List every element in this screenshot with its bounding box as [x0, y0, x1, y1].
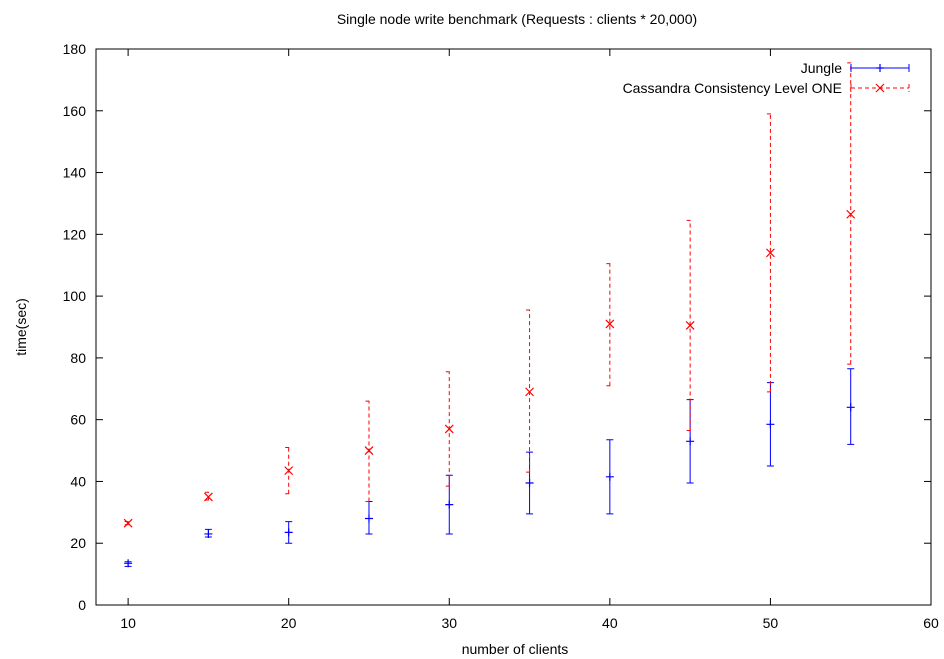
- legend-label: Jungle: [801, 60, 842, 76]
- data-point: [124, 559, 133, 568]
- plot-area-frame: [95, 48, 932, 606]
- chart-title: Single node write benchmark (Requests : …: [337, 11, 697, 27]
- data-point: [123, 518, 133, 528]
- data-point: [445, 500, 454, 509]
- series-1: [123, 62, 856, 528]
- data-point: [605, 319, 615, 329]
- data-point: [846, 403, 855, 412]
- data-point: [203, 492, 213, 502]
- data-point: [525, 387, 534, 397]
- y-tick-label: 20: [70, 535, 86, 551]
- data-point: [364, 446, 374, 455]
- y-tick-label: 180: [63, 41, 87, 57]
- data-point: [685, 321, 695, 330]
- data-point: [766, 420, 775, 429]
- legend-sample-marker: [876, 64, 884, 72]
- error-bar: [766, 113, 774, 393]
- data-point: [605, 472, 614, 481]
- y-tick-label: 40: [70, 473, 86, 489]
- x-tick-label: 10: [120, 615, 136, 631]
- data-point: [284, 466, 294, 476]
- y-tick-label: 60: [70, 412, 86, 428]
- x-tick-label: 40: [602, 615, 618, 631]
- x-tick-label: 30: [441, 615, 457, 631]
- legend: Jungle Cassandra Consistency Level ONE: [623, 60, 910, 96]
- x-axis-label: number of clients: [462, 641, 569, 657]
- x-tick-label: 20: [281, 615, 297, 631]
- y-tick-label: 100: [63, 288, 87, 304]
- series-layer: [123, 62, 856, 568]
- y-tick-label: 160: [63, 103, 87, 119]
- data-point: [204, 529, 213, 538]
- data-point: [686, 437, 695, 446]
- y-tick-label: 120: [63, 226, 87, 242]
- data-point: [444, 424, 454, 434]
- error-bar: [526, 309, 534, 473]
- x-tick-label: 50: [763, 615, 779, 631]
- y-tick-label: 140: [63, 165, 87, 181]
- legend-sample-marker: [875, 83, 885, 93]
- data-point: [525, 478, 534, 487]
- ticks-layer: 10 20 30 40 50 60 0 20 40 60 80 100 120 140 160 180: [63, 41, 939, 631]
- legend-label: Cassandra Consistency Level ONE: [623, 80, 842, 96]
- data-point: [846, 209, 856, 219]
- data-point: [765, 248, 775, 258]
- data-point: [364, 514, 373, 523]
- y-axis-label: time(sec): [13, 298, 29, 356]
- error-bar: [606, 263, 614, 387]
- series-0: [124, 368, 855, 568]
- x-tick-label: 60: [923, 615, 939, 631]
- data-point: [284, 528, 293, 537]
- y-tick-label: 0: [78, 597, 86, 613]
- y-tick-label: 80: [70, 350, 86, 366]
